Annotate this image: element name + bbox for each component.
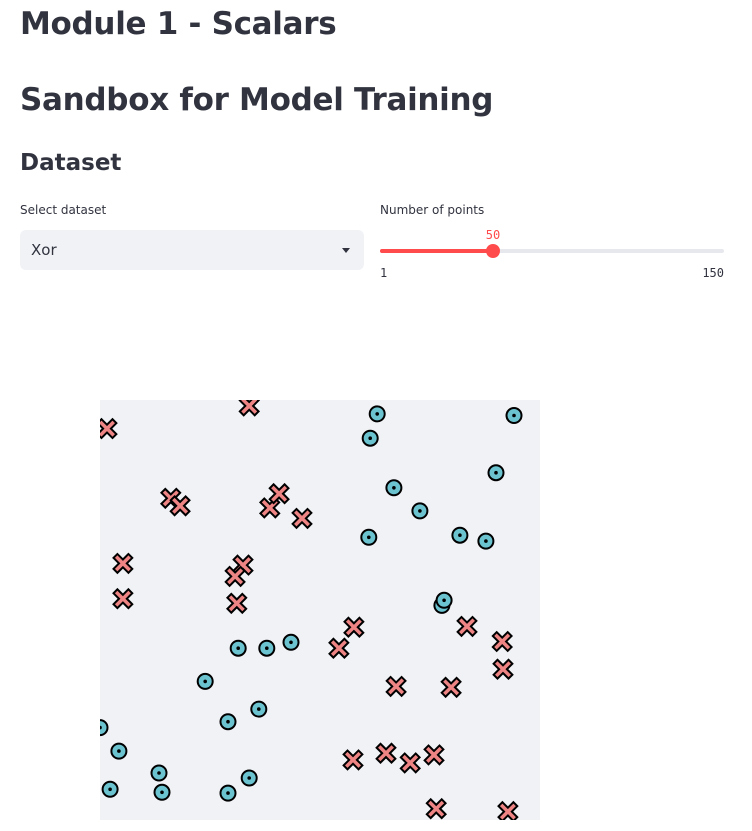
data-point-circle: [487, 464, 505, 482]
data-point-circle: [435, 591, 453, 609]
data-point-x: [440, 676, 462, 699]
data-point-circle: [258, 639, 276, 657]
data-point-x: [399, 752, 422, 774]
data-point-x: [491, 630, 514, 653]
data-point-circle: [385, 479, 403, 497]
points-slider-max: 150: [702, 266, 724, 280]
data-point-circle: [153, 783, 171, 801]
points-slider-min: 1: [380, 266, 388, 280]
data-point-circle: [100, 719, 109, 737]
page-subtitle: Sandbox for Model Training: [20, 82, 494, 118]
data-point-circle: [219, 713, 237, 731]
section-heading-dataset: Dataset: [20, 150, 122, 176]
data-point-x: [385, 675, 407, 698]
data-point-x: [100, 417, 118, 440]
data-point-circle: [360, 528, 378, 546]
data-point-circle: [282, 633, 300, 651]
data-point-circle: [110, 742, 128, 760]
dataset-select-value: Xor: [31, 241, 57, 259]
data-point-x: [425, 797, 448, 820]
plot-background: [100, 400, 540, 820]
data-point-circle: [411, 502, 429, 520]
data-point-x: [224, 565, 246, 588]
data-point-x: [328, 637, 350, 660]
points-slider-thumb[interactable]: [486, 244, 500, 258]
data-point-x: [291, 507, 313, 530]
scatter-plot: [100, 400, 540, 820]
dataset-select-label: Select dataset: [20, 203, 107, 217]
dataset-select[interactable]: Xor: [20, 230, 364, 270]
page-title: Module 1 - Scalars: [20, 6, 337, 42]
points-slider-value: 50: [485, 228, 501, 242]
data-point-circle: [361, 429, 379, 447]
data-point-x: [497, 800, 519, 820]
data-point-circle: [150, 764, 168, 782]
data-point-x: [112, 587, 134, 610]
data-point-x: [375, 742, 397, 765]
data-point-x: [169, 494, 191, 517]
data-point-circle: [477, 532, 495, 550]
data-point-x: [268, 482, 290, 505]
data-point-circle: [219, 784, 237, 802]
data-point-x: [225, 592, 248, 615]
data-point-circle: [101, 780, 119, 798]
data-point-x: [342, 749, 364, 771]
points-slider-fill: [380, 249, 493, 253]
data-point-circle: [196, 672, 214, 690]
data-point-x: [456, 615, 478, 638]
points-slider-label: Number of points: [380, 203, 485, 217]
data-point-x: [343, 616, 365, 639]
data-point-circle: [250, 700, 268, 718]
plot-markers: [100, 400, 523, 820]
chevron-down-icon[interactable]: [342, 248, 350, 253]
data-point-x: [238, 400, 261, 417]
points-slider-track[interactable]: [380, 244, 724, 258]
data-point-circle: [229, 639, 247, 657]
data-point-circle: [451, 526, 469, 544]
data-point-x: [423, 744, 445, 766]
data-point-x: [492, 658, 514, 681]
data-point-circle: [240, 769, 258, 787]
data-point-x: [112, 552, 134, 575]
data-point-circle: [505, 407, 523, 424]
data-point-circle: [368, 405, 386, 423]
